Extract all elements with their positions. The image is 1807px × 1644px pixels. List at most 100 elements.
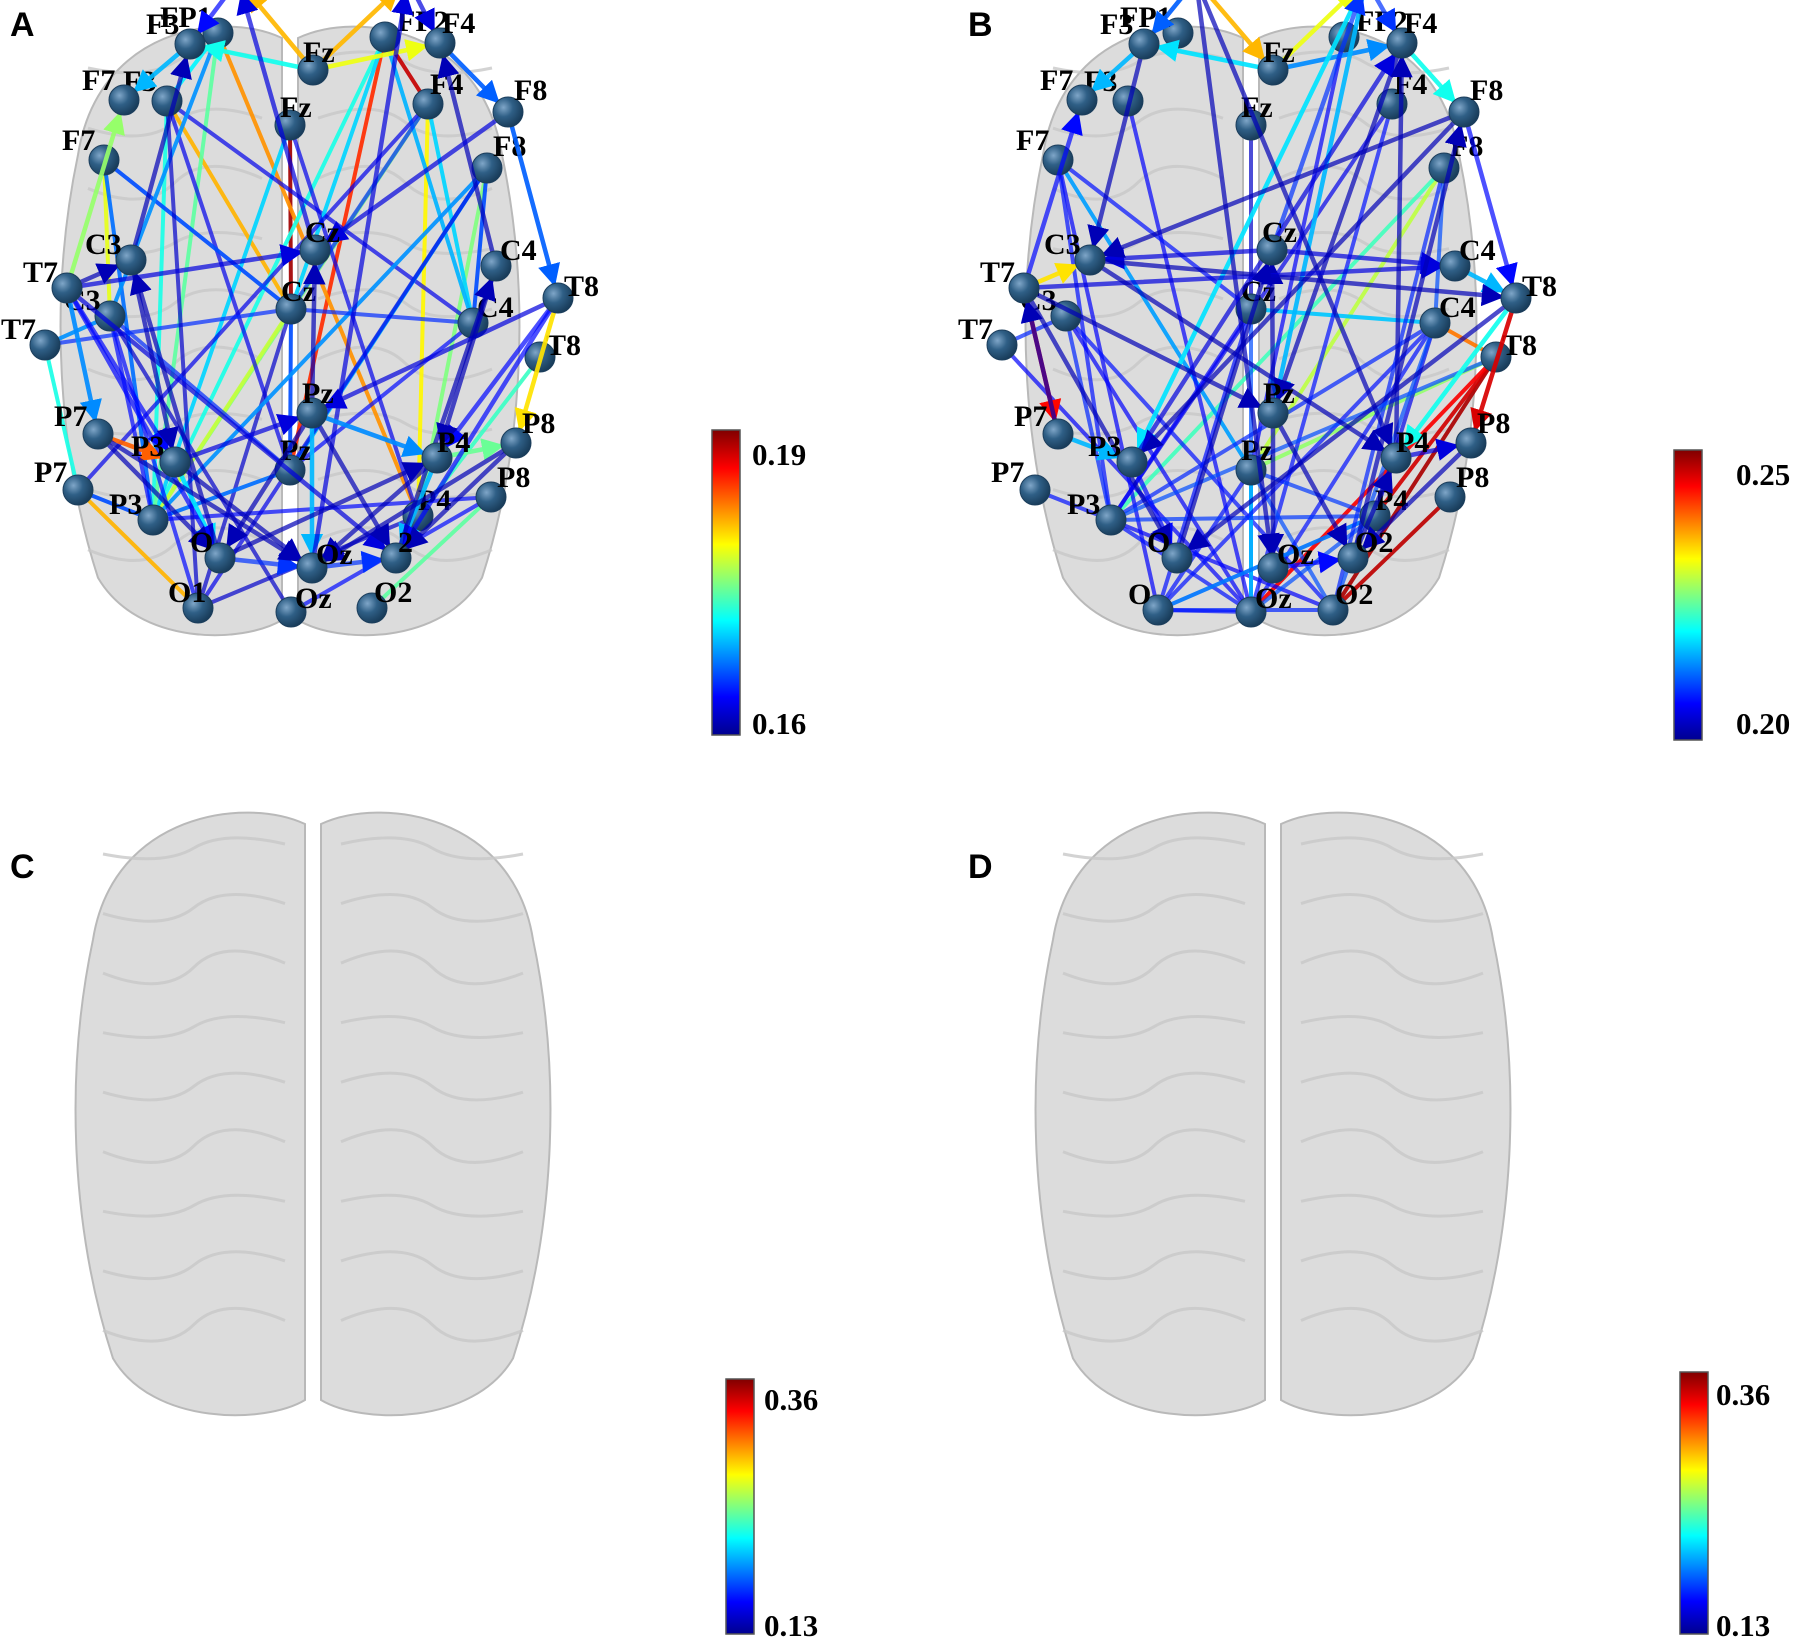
- electrode-label: F7: [1040, 64, 1073, 97]
- electrode-node: [1257, 397, 1289, 429]
- brain-gyrus: [102, 893, 286, 923]
- brain-outline: [74, 811, 552, 1417]
- brain-gyrus: [340, 1015, 524, 1039]
- electrode-node: [174, 28, 206, 60]
- electrode-node: [51, 272, 83, 304]
- brain-gyrus: [1052, 107, 1224, 138]
- connection-edge: [1087, 257, 1505, 307]
- brain-gyrus: [340, 893, 524, 923]
- connection-edge: [217, 461, 427, 561]
- panel-letter-c: C: [10, 848, 35, 886]
- electrode-label: P4: [1396, 426, 1429, 459]
- electrode-label: T8: [1502, 329, 1537, 362]
- brain-gyrus: [1062, 1306, 1246, 1343]
- electrode-node: [1235, 596, 1267, 628]
- connection-edge: [1101, 246, 1275, 270]
- connection-edge: [64, 285, 102, 423]
- connection-edge: [1360, 440, 1474, 551]
- connection-edge: [172, 459, 304, 562]
- electrode-label: P4: [437, 426, 470, 459]
- left-hemisphere: [1034, 811, 1266, 1417]
- connection-edge: [401, 295, 561, 549]
- electrode-label: T7: [23, 256, 58, 289]
- electrode-node: [1317, 594, 1349, 626]
- node-layer: FP1FP2F3F4FzF7F8C3CzC4T7T8P7P3PzP4P8OOzO…: [980, 7, 1557, 584]
- electrode-label: O1: [168, 576, 206, 609]
- electrode-node: [1019, 474, 1051, 506]
- brain-gyrus: [1300, 893, 1484, 923]
- electrode-node: [356, 592, 388, 624]
- electrode-label: O2: [1355, 526, 1393, 559]
- connection-edge: [1270, 0, 1358, 73]
- electrode-node: [492, 96, 524, 128]
- connection-edge: [130, 271, 223, 561]
- electrode-node: [182, 592, 214, 624]
- connection-edge: [1087, 257, 1387, 453]
- electrode-node: [1500, 282, 1532, 314]
- colorbar-max-label: 0.36: [764, 1382, 818, 1417]
- connection-edge: [437, 54, 499, 269]
- connection-edge: [108, 314, 155, 522]
- connection-edge: [1174, 261, 1273, 561]
- electrode-node: [1256, 234, 1288, 266]
- brain-gyrus: [340, 949, 524, 986]
- connection-edge: [403, 440, 519, 551]
- connection-edge: [102, 158, 293, 311]
- brain-gyrus: [1062, 1250, 1246, 1281]
- right-hemisphere: [320, 811, 552, 1417]
- electrode-label: P7: [54, 400, 87, 433]
- colorbar: 0.25 0.20: [1673, 449, 1790, 741]
- electrode-node: [1161, 542, 1193, 574]
- left-hemisphere: [74, 811, 306, 1417]
- brain-gyrus: [340, 1250, 524, 1281]
- connection-edge: [151, 166, 489, 522]
- electrode-node: [94, 300, 126, 332]
- electrode-label: P8: [1456, 461, 1489, 494]
- electrode-label: 2: [398, 526, 413, 559]
- brain-gyrus: [340, 836, 524, 861]
- connection-edge: [1021, 285, 1173, 549]
- panel-letter-d: D: [968, 848, 993, 886]
- brain-gyrus: [87, 164, 263, 201]
- electrode-node: [1095, 504, 1127, 536]
- connection-edge: [1373, 355, 1498, 518]
- connection-edge: [1064, 314, 1335, 612]
- connection-edge: [1021, 111, 1083, 291]
- connection-edge: [288, 35, 387, 472]
- connection-edge: [196, 0, 226, 36]
- connection-edge: [1331, 495, 1452, 612]
- connection-edge: [393, 276, 496, 561]
- electrode-node: [1257, 54, 1289, 86]
- electrode-label: Oz: [1277, 538, 1314, 571]
- connection-edge: [76, 488, 200, 610]
- electrode-label: T7: [1, 313, 36, 346]
- brain-gyrus: [1062, 1128, 1246, 1164]
- electrode-node: [475, 481, 507, 513]
- electrode-label: Fz: [303, 36, 335, 69]
- connection-edge: [1000, 343, 1253, 614]
- electrode-node: [1042, 418, 1074, 450]
- connection-edge: [128, 55, 192, 263]
- connection-edge: [383, 35, 475, 325]
- electrode-label: C3: [85, 228, 122, 261]
- colorbar-min-label: 0.13: [1716, 1608, 1770, 1643]
- electrode-node: [29, 329, 61, 361]
- electrode-node: [296, 552, 328, 584]
- connection-edge: [443, 295, 561, 450]
- electrode-node: [1128, 28, 1160, 60]
- connection-edge: [514, 295, 561, 432]
- electrode-label: F8: [514, 74, 547, 107]
- connection-edge: [1109, 518, 1335, 612]
- electrode-label: F7: [1016, 124, 1049, 157]
- connection-edge: [1269, 0, 1366, 253]
- connection-edge: [1269, 247, 1444, 275]
- electrode-node: [62, 474, 94, 506]
- connection-edge: [1109, 355, 1498, 522]
- electrode-node: [1257, 552, 1289, 584]
- connection-edge: [1260, 261, 1284, 416]
- connection-edge: [102, 158, 112, 318]
- electrode-label: O: [190, 526, 213, 559]
- brain-gyrus: [340, 1071, 524, 1102]
- electrode-node: [1380, 442, 1412, 474]
- brain-gyrus: [102, 1306, 286, 1343]
